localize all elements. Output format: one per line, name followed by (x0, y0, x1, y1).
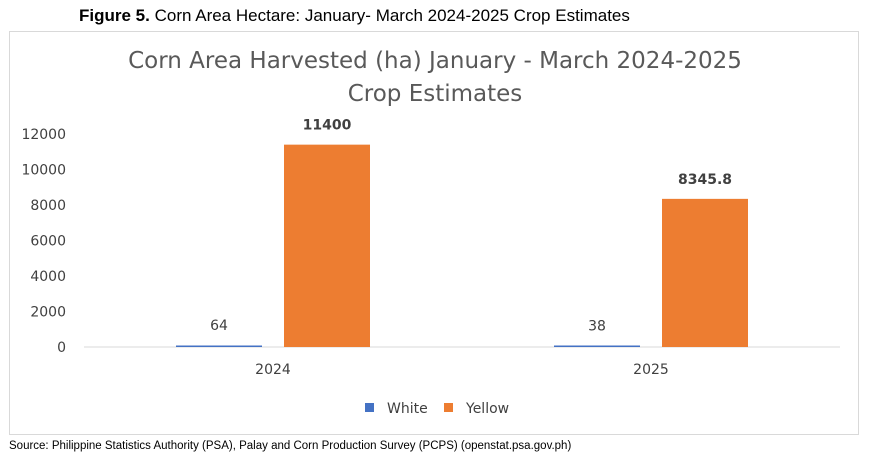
bar-white-2024 (176, 345, 262, 347)
y-tick-label: 8000 (30, 198, 66, 214)
chart-title-line-1: Corn Area Harvested (ha) January - March… (128, 48, 742, 74)
x-tick-label: 2025 (633, 362, 669, 378)
bar-yellow-2024 (284, 144, 370, 347)
data-label: 64 (210, 318, 228, 334)
bars: 64 11400 38 8345.8 (176, 118, 748, 347)
figure-caption: Figure 5. Corn Area Hectare: January- Ma… (79, 6, 630, 26)
legend-swatch-yellow (444, 403, 453, 412)
x-tick-label: 2024 (255, 362, 291, 378)
legend-swatch-white (365, 403, 374, 412)
y-tick-label: 10000 (21, 163, 66, 179)
legend-label: Yellow (465, 401, 509, 417)
legend-label: White (387, 401, 428, 417)
bar-white-2025 (554, 345, 640, 347)
bar-yellow-2025 (662, 198, 748, 347)
figure-caption-text: Corn Area Hectare: January- March 2024-2… (154, 6, 630, 25)
data-label: 11400 (303, 118, 352, 134)
figure-caption-label: Figure 5. (79, 6, 150, 25)
bar-chart: Corn Area Harvested (ha) January - March… (21, 48, 840, 417)
legend: White Yellow (365, 401, 509, 417)
source-note: Source: Philippine Statistics Authority … (9, 440, 572, 452)
y-tick-label: 12000 (21, 127, 66, 143)
chart-title-line-2: Crop Estimates (348, 81, 523, 107)
y-tick-label: 6000 (30, 234, 66, 250)
data-label: 8345.8 (678, 172, 732, 188)
data-label: 38 (588, 318, 606, 334)
y-tick-label: 2000 (30, 305, 66, 321)
y-tick-label: 4000 (30, 269, 66, 285)
y-tick-label: 0 (57, 340, 66, 356)
